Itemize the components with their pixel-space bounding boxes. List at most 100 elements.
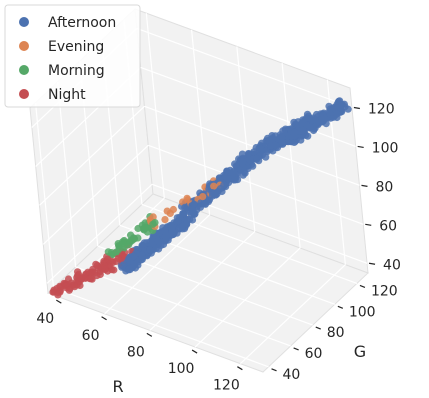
data-point-morning <box>104 248 112 256</box>
z-tick-label: 120 <box>368 101 395 117</box>
grid-line-x <box>239 264 346 365</box>
grid-line-z <box>46 183 153 284</box>
x-tick-label: 120 <box>213 378 240 394</box>
grid-line-x <box>149 230 256 331</box>
z-tick-label: 100 <box>372 140 399 156</box>
grid-line-z <box>144 105 360 186</box>
data-point-afternoon <box>181 203 189 211</box>
y-axis-label: G <box>354 342 366 361</box>
data-point-afternoon <box>333 110 341 118</box>
legend-label-evening: Evening <box>48 39 104 55</box>
y-tick-label: 60 <box>305 346 323 362</box>
data-point-afternoon <box>224 175 233 183</box>
legend: Afternoon Evening Morning Night <box>4 4 141 108</box>
data-point-afternoon <box>183 220 191 228</box>
x-tick-label: 60 <box>82 328 100 344</box>
data-point-afternoon <box>297 136 305 144</box>
grid-line-y <box>57 81 77 268</box>
data-point-afternoon <box>154 237 162 245</box>
legend-label-afternoon: Afternoon <box>48 15 116 31</box>
data-point-afternoon <box>271 141 279 150</box>
data-point-afternoon <box>190 210 198 218</box>
grid-line-x <box>236 46 256 232</box>
tick-mark <box>237 366 243 371</box>
data-point-night <box>108 266 116 274</box>
legend-label-morning: Morning <box>48 63 105 79</box>
data-point-afternoon <box>162 232 170 241</box>
data-point-morning <box>119 238 127 246</box>
data-point-afternoon <box>146 246 154 254</box>
x-axis-label: R <box>112 377 123 396</box>
data-point-night <box>87 274 95 283</box>
data-point-afternoon <box>216 185 225 193</box>
data-point-afternoon <box>231 160 239 168</box>
data-point-afternoon <box>246 156 254 164</box>
data-point-afternoon <box>134 258 142 266</box>
grid-line-x <box>145 13 165 199</box>
tick-mark <box>146 332 153 337</box>
data-point-afternoon <box>306 123 314 132</box>
z-tick-label: 80 <box>375 179 393 195</box>
data-point-morning <box>143 228 151 236</box>
data-point-afternoon <box>231 176 239 184</box>
data-point-afternoon <box>244 150 252 158</box>
tick-mark <box>365 223 372 226</box>
data-point-afternoon <box>255 157 263 165</box>
z-tick-label: 60 <box>379 218 397 234</box>
data-point-afternoon <box>229 167 238 175</box>
data-point-afternoon <box>262 153 270 161</box>
data-point-night <box>108 257 116 265</box>
legend-marker-evening <box>19 41 29 51</box>
data-point-afternoon <box>241 169 249 177</box>
data-point-afternoon <box>239 158 247 166</box>
data-point-afternoon <box>190 200 198 208</box>
data-point-afternoon <box>309 116 317 124</box>
y-tick-label: 80 <box>327 325 345 341</box>
legend-marker-night <box>19 89 29 99</box>
x-tick-label: 40 <box>36 311 54 327</box>
data-point-evening <box>199 193 207 201</box>
data-point-evening <box>161 216 169 224</box>
data-point-night <box>93 272 101 280</box>
data-point-night <box>54 291 62 299</box>
grid-line-y <box>75 266 291 347</box>
legend-label-night: Night <box>48 87 86 103</box>
data-point-evening <box>166 209 174 217</box>
x-tick-label: 80 <box>127 344 145 360</box>
tick-mark <box>191 349 198 354</box>
data-point-afternoon <box>201 200 210 208</box>
grid-line-y <box>34 102 55 288</box>
legend-box <box>4 4 141 108</box>
data-point-morning <box>126 238 134 246</box>
data-point-afternoon <box>336 104 344 112</box>
grid-line-z <box>42 144 149 245</box>
tick-mark <box>359 284 366 288</box>
tick-mark <box>361 184 368 187</box>
data-point-night <box>98 264 106 272</box>
data-point-afternoon <box>152 244 160 253</box>
tick-mark <box>293 347 299 351</box>
data-point-morning <box>134 234 142 242</box>
data-point-night <box>65 286 73 294</box>
tick-mark <box>315 326 321 330</box>
tick-mark <box>56 299 62 304</box>
data-point-night <box>78 274 86 282</box>
grid-line-x <box>104 214 210 315</box>
grid-line-z <box>136 27 353 109</box>
data-point-evening <box>210 182 218 190</box>
legend-marker-morning <box>19 65 29 75</box>
data-point-afternoon <box>173 229 181 237</box>
grid-line-z <box>39 105 145 206</box>
data-points <box>49 97 352 299</box>
data-point-night <box>71 283 79 291</box>
grid-line-x <box>194 247 301 348</box>
grid-line-z <box>148 144 364 225</box>
y-tick-label: 40 <box>283 367 301 383</box>
data-point-afternoon <box>250 148 258 156</box>
grid-line-x <box>281 62 301 249</box>
grid-line-z <box>140 66 356 147</box>
tick-mark <box>357 145 364 149</box>
data-point-afternoon <box>256 144 264 152</box>
